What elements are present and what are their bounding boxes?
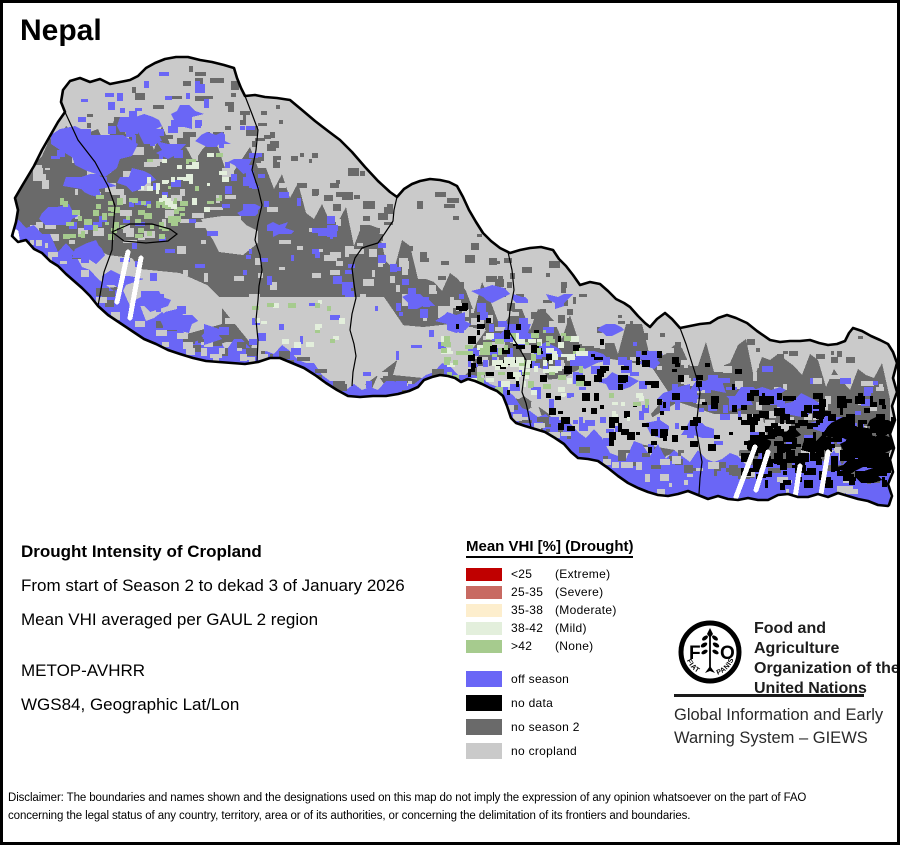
map-info-sensor: METOP-AVHRR [21,661,146,680]
legend-item-none: >42 (None) [466,639,681,653]
disclaimer: Disclaimer: The boundaries and names sho… [8,789,894,825]
map-info-projection: WGS84, Geographic Lat/Lon [21,695,240,714]
legend-swatch [466,639,502,653]
legend-label: (Mild) [555,621,587,635]
giews-line: Global Information and Early [674,706,884,724]
legend-label: no cropland [511,744,578,758]
fao-org-name: Food and Agriculture Organization of the… [754,619,900,699]
map-info-method: Mean VHI averaged per GAUL 2 region [21,610,319,629]
legend-range: <25 [511,567,533,581]
legend-vhi-list: <25 (Extreme) 25-35 (Severe) 35-38 (Moderate)… [466,567,681,653]
legend-range: 35-38 [511,603,544,617]
legend-swatch [466,603,502,617]
legend-season-list: off season no data no season 2 no cropland [466,671,681,759]
legend-swatch [466,567,502,581]
legend-swatch [466,671,502,687]
legend-swatch [466,621,502,635]
legend: Mean VHI [%] (Drought) <25 (Extreme) 25-35… [466,538,681,767]
legend-item-no-season-2: no season 2 [466,719,681,735]
legend-label: (Extreme) [555,567,611,581]
fao-logo-letter-f: F [689,643,701,664]
legend-swatch [466,743,502,759]
legend-label: off season [511,672,570,686]
legend-item-no-data: no data [466,695,681,711]
legend-label: no data [511,696,554,710]
legend-swatch [466,695,502,711]
map-info-heading: Drought Intensity of Cropland [21,542,262,561]
legend-item-off-season: off season [466,671,681,687]
fao-logo: F O FIAT PANIS [678,620,742,684]
fao-org-name-line: Food and Agriculture [754,620,840,657]
legend-range: 25-35 [511,585,544,599]
map-info-period: From start of Season 2 to dekad 3 of Jan… [21,576,405,595]
disclaimer-line: Disclaimer: The boundaries and names sho… [8,792,807,804]
legend-item-no-cropland: no cropland [466,743,681,759]
page-title: Nepal [20,14,102,47]
legend-range: >42 [511,639,533,653]
legend-item-extreme: <25 (Extreme) [466,567,681,581]
giews-label: Global Information and Early Warning Sys… [674,704,883,750]
fao-org-name-line: United Nations [754,680,867,697]
legend-label: (Moderate) [555,603,617,617]
legend-label: (Severe) [555,585,604,599]
legend-title: Mean VHI [%] (Drought) [466,538,634,558]
fao-org-name-line: Organization of the [754,660,900,677]
wheat-ear-icon [700,628,720,673]
legend-label: (None) [555,639,594,653]
legend-swatch [466,719,502,735]
branding-divider [674,694,864,697]
legend-swatch [466,585,502,599]
legend-range: 38-42 [511,621,544,635]
legend-item-severe: 25-35 (Severe) [466,585,681,599]
fao-logo-letter-o: O [720,643,735,664]
disclaimer-line: concerning the legal status of any count… [8,810,691,822]
giews-line: Warning System – GIEWS [674,729,868,747]
legend-item-moderate: 35-38 (Moderate) [466,603,681,617]
map-info-block: Drought Intensity of Cropland From start… [21,542,405,715]
legend-item-mild: 38-42 (Mild) [466,621,681,635]
legend-label: no season 2 [511,720,580,734]
